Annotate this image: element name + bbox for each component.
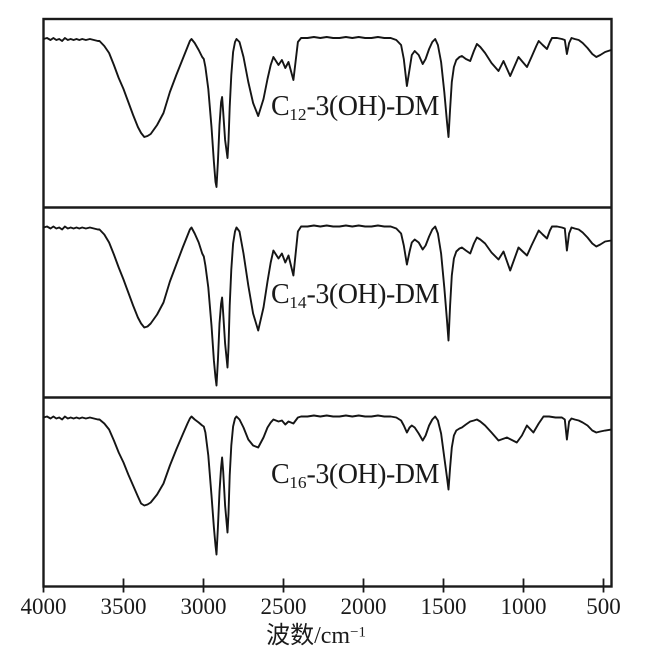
panel-label-text: C xyxy=(271,459,290,490)
plot-frame xyxy=(42,17,613,588)
panel-label-c16: C16-3(OH)-DM xyxy=(271,459,440,492)
panel-label-text: -3(OH)-DM xyxy=(306,91,440,122)
panel-label-subscript: 14 xyxy=(289,292,307,312)
x-axis-ticks xyxy=(42,578,605,593)
panel-label-text: C xyxy=(271,279,290,310)
spectrum-curve-c16 xyxy=(42,414,613,556)
x-tick-label: 1000 xyxy=(500,594,547,619)
x-tick-label: 2500 xyxy=(260,594,307,619)
panel-label-text: -3(OH)-DM xyxy=(306,459,440,490)
spectrum-curve-c14 xyxy=(42,224,613,387)
panel-label-subscript: 12 xyxy=(289,104,307,124)
x-tick-label: 500 xyxy=(586,594,621,619)
panel-label-text: -3(OH)-DM xyxy=(306,279,440,310)
x-axis-title-superscript: −1 xyxy=(350,624,366,641)
x-axis-title: 波数/cm−1 xyxy=(216,615,416,650)
x-tick-label: 3500 xyxy=(100,594,147,619)
panel-label-c12: C12-3(OH)-DM xyxy=(271,91,440,124)
x-axis-title-text: 波数/cm xyxy=(266,623,351,649)
x-tick-label: 1500 xyxy=(420,594,467,619)
x-tick-label: 3000 xyxy=(180,594,227,619)
x-tick-label: 4000 xyxy=(20,594,67,619)
spectrum-curve-c12 xyxy=(42,36,613,188)
x-tick-label: 2000 xyxy=(340,594,387,619)
panel-label-c14: C14-3(OH)-DM xyxy=(271,279,440,312)
panel-label-subscript: 16 xyxy=(289,472,307,492)
panel-label-text: C xyxy=(271,91,290,122)
